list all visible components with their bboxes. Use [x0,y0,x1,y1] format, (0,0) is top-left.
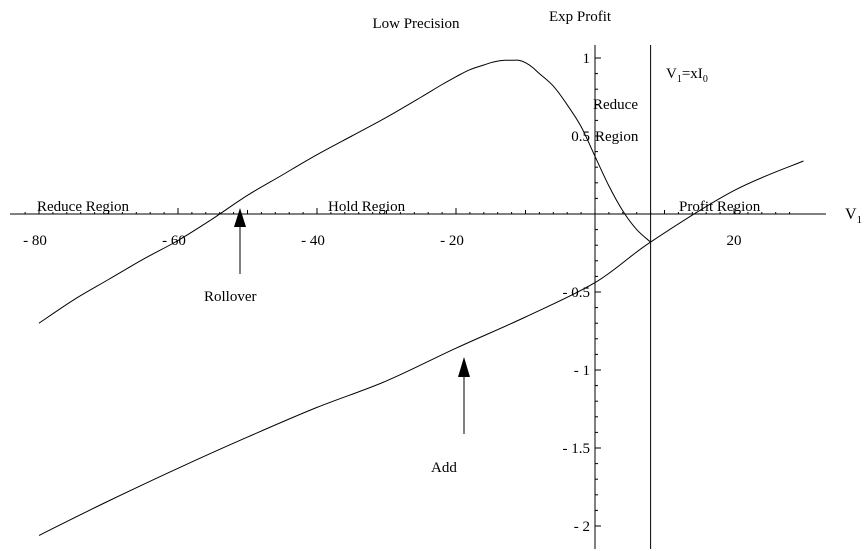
x-tick-label: - 40 [301,233,325,249]
x-tick-label: 20 [727,233,742,249]
chart-title: Low Precision [372,16,460,32]
data-series [38,59,804,536]
x-tick-label: - 80 [23,233,47,249]
reduce-region-top-label: Reduce [593,97,638,113]
rollover-arrowhead [234,208,246,227]
y-axis-label: Exp Profit [549,9,612,25]
x-axis-label: V1 [845,206,862,226]
axis-ticks [24,57,791,527]
x-tick-label: - 20 [440,233,464,249]
y-tick-label: 0.5 [571,129,590,145]
add-arrowhead [458,357,470,377]
boundary-line-label: V1=xI0 [666,66,708,85]
upper-profit-curve [38,59,651,324]
y-tick-label: - 1 [574,363,590,379]
lower-profit-curve [38,160,804,536]
x-tick-label: - 60 [162,233,186,249]
hold-region-label: Hold Region [328,199,406,215]
rollover-label: Rollover [204,289,257,305]
y-tick-label: 1 [583,51,591,67]
y-tick-label: - 2 [574,519,590,535]
y-tick-label: - 1.5 [563,441,591,457]
profit-region-label: Profit Region [679,199,761,215]
reduce-region-left-label: Reduce Region [37,199,130,215]
reduce-region-bottom-label: Region [595,129,639,145]
add-label: Add [431,460,457,476]
